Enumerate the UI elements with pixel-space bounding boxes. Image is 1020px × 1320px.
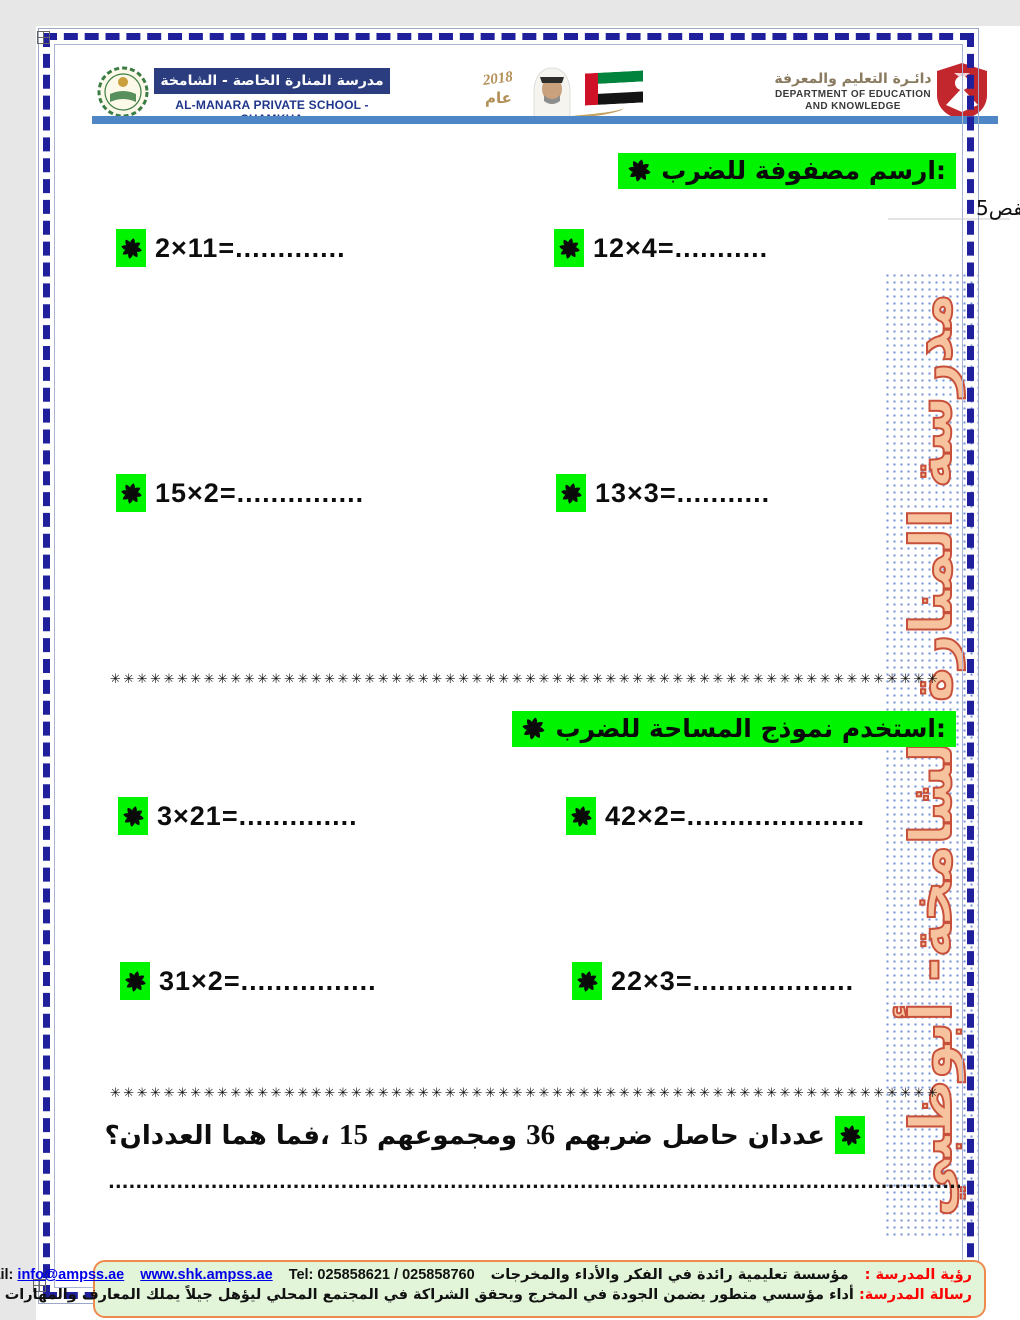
asterisk-divider: ✳✳✳✳✳✳✳✳✳✳✳✳✳✳✳✳✳✳✳✳✳✳✳✳✳✳✳✳✳✳✳✳✳✳✳✳✳✳✳✳… — [110, 672, 941, 687]
pinwheel-icon — [626, 157, 653, 184]
section1-title-text: ارسم مصفوفة للضرب: — [661, 156, 946, 185]
pinwheel-icon — [116, 229, 146, 267]
footer-info-box: رؤية المدرسة : مؤسسة تعليمية رائدة في ال… — [0, 1260, 986, 1318]
zayed-portrait-icon — [528, 65, 576, 125]
pinwheel-icon — [116, 474, 146, 512]
question-product-value: 36 — [526, 1118, 556, 1151]
crop-mark — [33, 1279, 46, 1292]
footer-line-2: رسالة المدرسة: أداء مؤسسي متطور يضمن الج… — [0, 1287, 972, 1303]
dept-name-english-line1: DEPARTMENT OF EDUCATION — [774, 89, 932, 100]
pinwheel-icon — [554, 229, 584, 267]
section2-title: استخدم نموذج المساحة للضرب: — [512, 711, 956, 747]
answer-dots-line: ........................................… — [108, 1172, 960, 1193]
equation-text: 2×11=............. — [155, 232, 346, 263]
year-of-zayed-word: عام — [485, 89, 512, 107]
question-part1: عددان حاصل ضربهم — [564, 1120, 825, 1151]
scan-artifact-line — [888, 218, 1010, 220]
mission-text: أداء مؤسسي متطور يضمن الجودة في المخرج و… — [0, 1287, 854, 1303]
page-number-label: 5صفح — [976, 196, 1020, 220]
pinwheel-icon — [566, 797, 596, 835]
section2-title-text: استخدم نموذج المساحة للضرب: — [555, 714, 946, 743]
crop-mark — [37, 31, 50, 44]
problem-item: 12×4=........... — [554, 229, 768, 267]
dept-of-education-logo: دائـرة التعليم والمعرفة DEPARTMENT OF ED… — [774, 71, 932, 113]
pinwheel-icon — [556, 474, 586, 512]
problem-item: 15×2=............... — [116, 474, 364, 512]
equation-text: 13×3=........... — [595, 477, 771, 508]
problem-item: 22×3=................... — [572, 962, 854, 1000]
equation-text: 3×21=.............. — [157, 800, 358, 831]
equation-text: 15×2=............... — [155, 477, 365, 508]
problem-item: 2×11=............. — [116, 229, 346, 267]
question-sum-value: 15 — [338, 1118, 368, 1151]
question-part2: ومجموعهم — [377, 1120, 518, 1151]
school-name-arabic: مدرسة المنارة الخاصة - الشامخة — [154, 68, 390, 94]
problem-item: 31×2=................ — [120, 962, 377, 1000]
equation-text: 12×4=........... — [593, 232, 769, 263]
website-link[interactable]: www.shk.ampss.ae — [140, 1267, 273, 1283]
dept-name-english-line2: AND KNOWLEDGE — [805, 101, 901, 112]
header-divider-bar — [92, 116, 998, 124]
email-link[interactable]: info@ampss.ae — [17, 1267, 125, 1283]
section1-title: ارسم مصفوفة للضرب: — [618, 153, 956, 189]
equation-text: 31×2=................ — [159, 965, 377, 996]
email-group: E mail: info@ampss.ae — [0, 1267, 124, 1283]
pinwheel-icon — [118, 797, 148, 835]
email-label: E mail: — [0, 1267, 14, 1283]
question-text: عددان حاصل ضربهم 36 ومجموعهم 15 ،فما هما… — [105, 1119, 825, 1152]
mission-label: رسالة المدرسة: — [858, 1287, 972, 1303]
problem-item: 3×21=.............. — [118, 797, 358, 835]
footer-line-1: رؤية المدرسة : مؤسسة تعليمية رائدة في ال… — [0, 1267, 972, 1283]
problem-item: 42×2=..................... — [566, 797, 865, 835]
word-problem: عددان حاصل ضربهم 36 ومجموعهم 15 ،فما هما… — [105, 1116, 865, 1154]
pinwheel-icon — [520, 715, 547, 742]
pinwheel-icon — [120, 962, 150, 1000]
problem-item: 13×3=........... — [556, 474, 770, 512]
asterisk-divider: ✳✳✳✳✳✳✳✳✳✳✳✳✳✳✳✳✳✳✳✳✳✳✳✳✳✳✳✳✳✳✳✳✳✳✳✳✳✳✳✳… — [110, 1086, 941, 1101]
equation-text: 42×2=..................... — [605, 800, 866, 831]
equation-text: 22×3=................... — [611, 965, 855, 996]
vision-text: مؤسسة تعليمية رائدة في الفكر والأداء وال… — [490, 1267, 849, 1283]
vision-label: رؤية المدرسة : — [864, 1267, 972, 1283]
tel-text: Tel: 025858621 / 025858760 — [288, 1267, 475, 1283]
pinwheel-icon — [835, 1116, 865, 1154]
question-part3: ،فما هما العددان؟ — [104, 1120, 330, 1151]
pinwheel-icon — [572, 962, 602, 1000]
dept-name-arabic: دائـرة التعليم والمعرفة — [774, 71, 932, 87]
uae-flag-icon — [585, 70, 643, 109]
school-crest-icon — [96, 64, 150, 124]
